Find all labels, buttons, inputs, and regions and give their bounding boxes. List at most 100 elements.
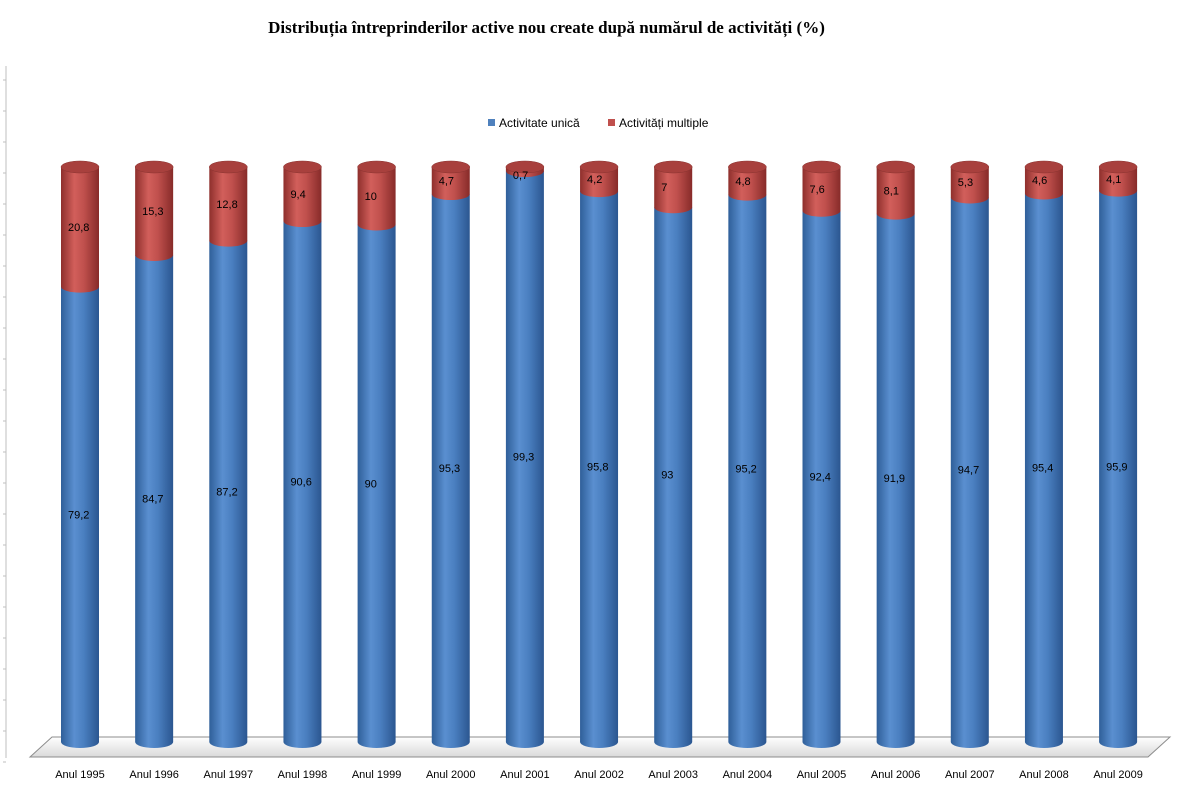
x-tick-label: Anul 2002 <box>574 769 624 781</box>
data-label-activitate-unica: 92,4 <box>810 471 831 483</box>
bar-activitate-unica <box>283 221 322 749</box>
x-tick-label: Anul 2008 <box>1019 769 1069 781</box>
x-tick-label: Anul 1998 <box>278 769 328 781</box>
bar-group: 99,3 0,7 <box>505 160 545 748</box>
bar-group: 95,8 4,2 <box>579 160 619 748</box>
data-label-activitate-unica: 94,7 <box>958 465 979 477</box>
data-label-activitati-multiple: 7 <box>661 182 667 194</box>
bar-activitate-unica <box>802 210 841 748</box>
bar-top-cap <box>876 160 915 174</box>
bar-group: 93 7 <box>653 160 693 748</box>
bar-activitati-multiple <box>580 167 619 198</box>
data-label-activitati-multiple: 20,8 <box>68 222 89 234</box>
x-tick-label: Anul 2001 <box>500 769 550 781</box>
data-label-activitate-unica: 84,7 <box>142 493 163 505</box>
bar-top-cap <box>728 160 767 174</box>
x-tick-label: Anul 2004 <box>723 769 773 781</box>
bar-top-cap <box>134 160 174 174</box>
bar-activitati-multiple <box>728 167 767 201</box>
data-label-activitate-unica: 93 <box>661 470 673 482</box>
bar-activitati-multiple <box>950 167 989 204</box>
data-label-activitati-multiple: 12,8 <box>216 199 237 211</box>
bar-group: 87,2 12,8 <box>209 160 248 748</box>
x-tick-label: Anul 2006 <box>871 769 921 781</box>
bar-activitate-unica <box>654 207 693 748</box>
x-tick-label: Anul 2000 <box>426 769 476 781</box>
x-tick-label: Anul 1996 <box>129 769 179 781</box>
data-label-activitati-multiple: 10 <box>365 191 377 203</box>
data-label-activitate-unica: 95,3 <box>439 463 460 475</box>
bar-group: 91,9 8,1 <box>876 160 915 748</box>
data-label-activitate-unica: 99,3 <box>513 452 534 464</box>
bar-activitate-unica <box>357 224 396 748</box>
data-label-activitate-unica: 95,2 <box>735 463 756 475</box>
bar-top-cap <box>950 160 990 174</box>
data-label-activitate-unica: 87,2 <box>216 486 237 498</box>
bar-top-cap <box>209 160 248 174</box>
bar-top-cap <box>579 160 619 174</box>
bar-top-cap <box>60 160 100 174</box>
bar-activitati-multiple <box>654 167 693 214</box>
bar-top-cap <box>505 160 545 174</box>
legend-label: Activități multiple <box>619 116 709 130</box>
bar-group: 90,6 9,4 <box>283 160 322 749</box>
bar-group: 94,7 5,3 <box>950 160 990 749</box>
data-label-activitati-multiple: 0,7 <box>513 170 528 182</box>
data-label-activitati-multiple: 9,4 <box>290 189 305 201</box>
data-label-activitate-unica: 95,9 <box>1106 461 1127 473</box>
bar-activitati-multiple <box>61 167 99 293</box>
bar-group: 79,2 20,8 <box>60 160 100 748</box>
bar-top-cap <box>1098 160 1138 174</box>
bar-activitate-unica <box>209 240 248 748</box>
data-label-activitate-unica: 90,6 <box>290 477 311 489</box>
x-tick-label: Anul 2009 <box>1093 769 1143 781</box>
bar-activitati-multiple <box>431 167 470 201</box>
x-tick-label: Anul 1999 <box>352 769 402 781</box>
bar-group: 95,3 4,7 <box>431 160 470 748</box>
bar-top-cap <box>357 160 396 174</box>
bar-top-cap <box>653 160 693 174</box>
chart-title: Distribuția întreprinderilor active nou … <box>268 18 825 37</box>
bar-group: 92,4 7,6 <box>802 160 841 748</box>
bar-activitati-multiple <box>135 167 174 261</box>
bar-activitate-unica <box>728 194 767 749</box>
bar-top-cap <box>283 160 322 174</box>
bar-activitati-multiple <box>1024 167 1063 200</box>
x-tick-label: Anul 2003 <box>648 769 698 781</box>
bar-activitate-unica <box>61 286 99 748</box>
data-label-activitati-multiple: 8,1 <box>884 185 899 197</box>
bar-activitate-unica <box>950 197 989 749</box>
x-tick-label: Anul 1997 <box>204 769 254 781</box>
bar-top-cap <box>1024 160 1064 174</box>
bar-activitati-multiple <box>209 167 248 247</box>
data-label-activitati-multiple: 4,7 <box>439 176 454 188</box>
bar-group: 90 10 <box>357 160 396 748</box>
bar-activitati-multiple <box>357 167 396 231</box>
data-label-activitati-multiple: 4,8 <box>735 176 750 188</box>
bar-activitati-multiple <box>802 167 841 217</box>
data-label-activitati-multiple: 4,1 <box>1106 174 1121 186</box>
legend-entry: Activitate unică <box>488 116 580 130</box>
data-label-activitati-multiple: 4,6 <box>1032 175 1047 187</box>
bar-group: 95,9 4,1 <box>1098 160 1138 748</box>
data-label-activitate-unica: 95,4 <box>1032 463 1053 475</box>
data-label-activitate-unica: 91,9 <box>884 473 905 485</box>
data-label-activitate-unica: 90 <box>365 478 377 490</box>
bar-group: 84,7 15,3 <box>134 160 174 748</box>
bar-activitate-unica <box>876 213 915 748</box>
legend-swatch <box>608 119 615 126</box>
legend-swatch <box>488 119 495 126</box>
data-label-activitate-unica: 95,8 <box>587 462 608 474</box>
data-label-activitati-multiple: 15,3 <box>142 206 163 218</box>
data-label-activitati-multiple: 4,2 <box>587 174 602 186</box>
bar-activitate-unica <box>431 194 470 748</box>
bar-group: 95,4 4,6 <box>1024 160 1064 748</box>
bar-activitati-multiple <box>1099 167 1138 197</box>
bar-activitate-unica <box>1024 193 1063 748</box>
data-label-activitati-multiple: 5,3 <box>958 177 973 189</box>
bar-group: 95,2 4,8 <box>728 160 767 749</box>
bar-activitate-unica <box>1099 190 1138 748</box>
bar-activitate-unica <box>505 171 544 748</box>
x-tick-label: Anul 2007 <box>945 769 995 781</box>
